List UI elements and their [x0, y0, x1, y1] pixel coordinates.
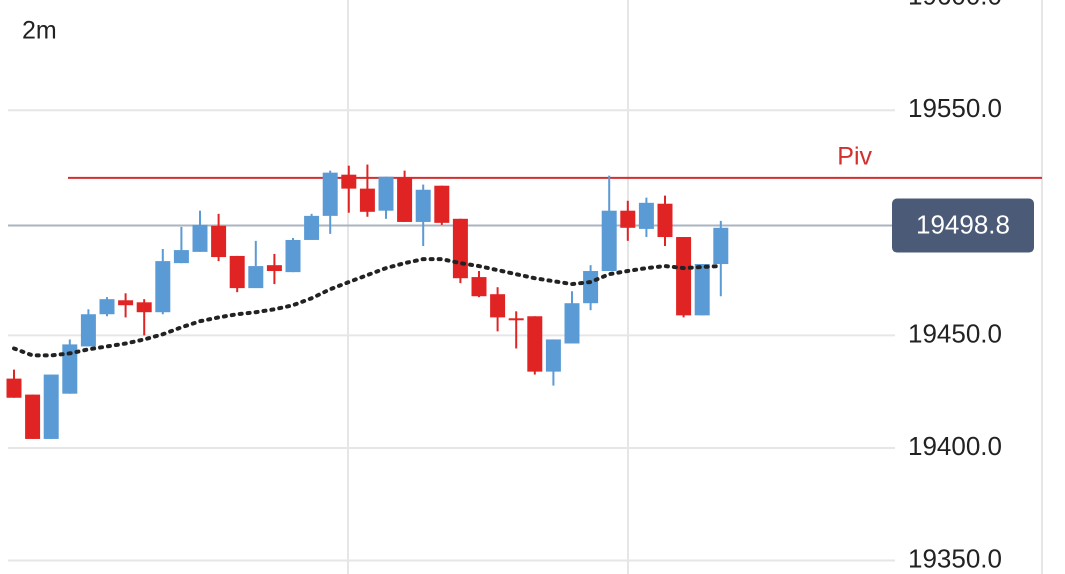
pivot-label: Piv	[837, 142, 872, 170]
candle-body	[99, 299, 115, 315]
candle-body	[583, 271, 599, 304]
candle-body	[415, 189, 431, 222]
candle-body	[229, 255, 245, 289]
candle-body	[304, 215, 320, 240]
candle-body	[490, 294, 506, 318]
candle-body	[285, 239, 301, 273]
candle-body	[173, 250, 189, 264]
candle-body	[155, 261, 171, 313]
y-tick-label: 19600.0	[908, 0, 1002, 11]
candle-body	[452, 218, 468, 279]
candle-body	[694, 264, 710, 316]
candle-body	[545, 339, 561, 372]
candle-body	[378, 176, 394, 211]
candle-body	[118, 300, 134, 306]
candle-body	[6, 378, 22, 398]
candle-body	[341, 174, 357, 189]
y-tick-label: 19350.0	[908, 543, 1002, 573]
candle-body	[564, 303, 580, 344]
candle-body	[266, 265, 282, 272]
candle-body	[601, 210, 617, 272]
candle-body	[638, 202, 654, 229]
candle-body	[211, 225, 227, 258]
candle-body	[62, 344, 78, 394]
candle-body	[508, 318, 524, 321]
candle-body	[322, 172, 338, 216]
candle-body	[136, 302, 152, 313]
moving-average	[12, 257, 723, 358]
candle-body	[713, 227, 729, 265]
candle-body	[527, 316, 543, 372]
timeframe-label: 2m	[22, 17, 57, 45]
candle-body	[657, 203, 673, 238]
candle-body	[434, 185, 450, 223]
candle-body	[43, 374, 59, 439]
candle-body	[25, 394, 41, 439]
price-tag-label: 19498.8	[916, 209, 1010, 239]
candle-body	[359, 188, 375, 212]
candle-body	[471, 277, 487, 297]
candle-body	[192, 224, 208, 252]
y-tick-label: 19400.0	[908, 431, 1002, 461]
price-tag	[892, 198, 1034, 253]
candle-body	[397, 177, 413, 222]
candle-body	[620, 210, 636, 228]
y-tick-label: 19450.0	[908, 318, 1002, 348]
candle-body	[248, 266, 264, 289]
y-tick-label: 19550.0	[908, 93, 1002, 123]
candle-body	[80, 314, 96, 347]
candle-body	[676, 237, 692, 316]
